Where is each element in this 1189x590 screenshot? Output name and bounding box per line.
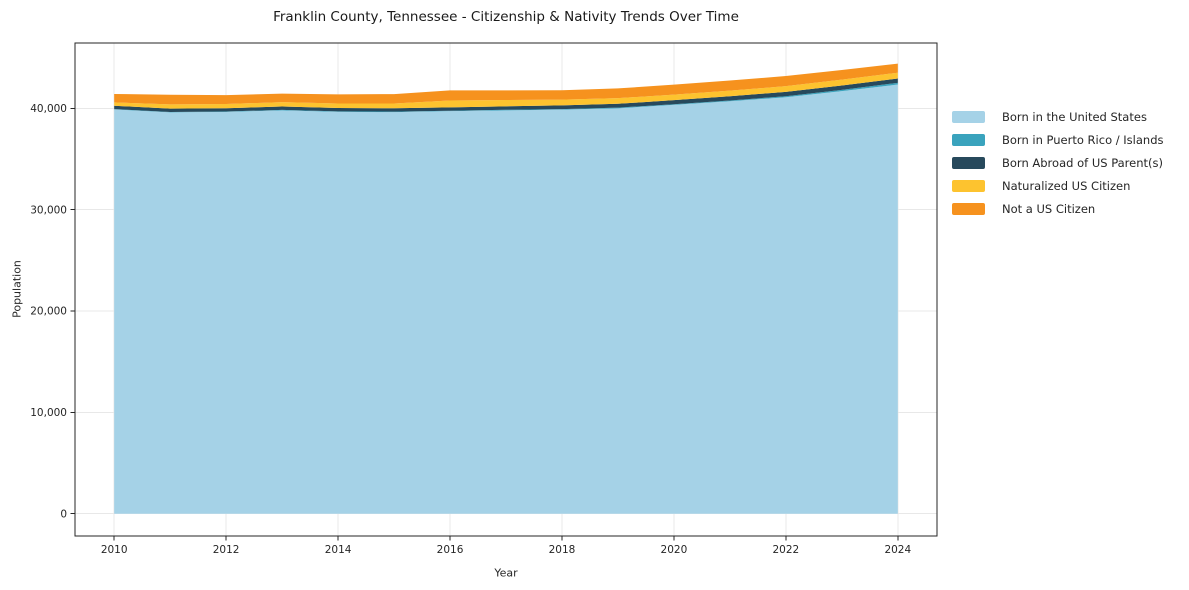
y-tick-label: 10,000 [30, 407, 67, 419]
legend-item-not-a-us-citizen: Not a US Citizen [952, 201, 1164, 216]
x-tick-label: 2012 [213, 544, 240, 556]
area-series-born-abroad-of-us-parent-s [114, 78, 898, 113]
legend-label: Not a US Citizen [1002, 201, 1096, 216]
legend-swatch [952, 156, 985, 169]
legend-label: Naturalized US Citizen [1002, 178, 1131, 193]
legend: Born in the United States Born in Puerto … [952, 110, 1164, 225]
legend-swatch [952, 202, 985, 215]
x-tick-label: 2014 [325, 544, 352, 556]
x-tick-label: 2020 [661, 544, 688, 556]
legend-item-born-abroad-of-us-parent-s: Born Abroad of US Parent(s) [952, 155, 1164, 170]
legend-item-naturalized-us-citizen: Naturalized US Citizen [952, 178, 1164, 193]
y-tick-label: 30,000 [30, 204, 67, 216]
legend-label: Born in Puerto Rico / Islands [1002, 132, 1164, 147]
y-tick-label: 0 [60, 508, 67, 520]
legend-label: Born in the United States [1002, 109, 1147, 124]
x-tick-label: 2010 [101, 544, 128, 556]
area-series-not-a-us-citizen [114, 63, 898, 105]
legend-swatch [952, 179, 985, 192]
x-tick-label: 2022 [773, 544, 800, 556]
x-tick-label: 2024 [884, 544, 911, 556]
legend-item-born-in-the-united-states: Born in the United States [952, 109, 1164, 124]
legend-label: Born Abroad of US Parent(s) [1002, 155, 1163, 170]
plot-border [74, 42, 938, 537]
y-tick-label: 40,000 [30, 103, 67, 115]
x-tick-label: 2018 [549, 544, 576, 556]
legend-swatch [952, 110, 985, 123]
legend-item-born-in-puerto-rico-islands: Born in Puerto Rico / Islands [952, 132, 1164, 147]
legend-swatch [952, 133, 985, 146]
y-tick-label: 20,000 [30, 306, 67, 318]
x-tick-label: 2016 [437, 544, 464, 556]
area-series-naturalized-us-citizen [114, 72, 898, 109]
chart-title: Franklin County, Tennessee - Citizenship… [273, 9, 739, 25]
x-axis-label: Year [494, 566, 518, 580]
area-series-born-in-the-united-states [114, 84, 898, 514]
